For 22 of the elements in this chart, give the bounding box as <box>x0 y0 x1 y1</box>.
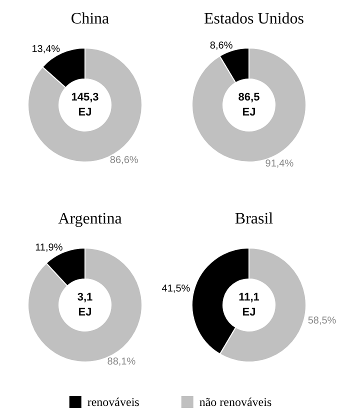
text: 11,1 <box>238 292 260 304</box>
legend-label: não renováveis <box>199 395 272 409</box>
text: EJ <box>242 306 256 318</box>
data-label: 58,5% <box>308 316 336 327</box>
text: 145,3 <box>71 92 99 104</box>
legend-label: renováveis <box>87 395 140 409</box>
chart-title: Argentina <box>58 210 122 228</box>
data-label: 11,9% <box>35 242 63 254</box>
chart-title: China <box>70 10 110 28</box>
data-label: 41,5% <box>162 283 190 294</box>
text: 3,1 <box>77 292 93 304</box>
data-label: 8,6% <box>210 40 233 52</box>
text: EJ <box>78 106 92 118</box>
data-label: 91,4% <box>265 158 294 170</box>
chart-title: Estados Unidos <box>204 10 304 28</box>
data-label: 13,4% <box>32 44 60 55</box>
data-label: 88,1% <box>107 356 136 368</box>
chart-title: Brasil <box>234 210 274 228</box>
text: EJ <box>242 106 256 118</box>
text: 86,5 <box>238 92 260 104</box>
text: EJ <box>78 306 92 318</box>
data-label: 86,6% <box>110 155 138 166</box>
